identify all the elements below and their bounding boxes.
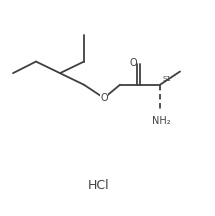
Text: NH₂: NH₂ [152, 116, 171, 126]
Text: O: O [100, 93, 108, 103]
Text: S1: S1 [163, 76, 172, 82]
Text: O: O [130, 58, 137, 68]
Text: HCl: HCl [88, 179, 109, 192]
